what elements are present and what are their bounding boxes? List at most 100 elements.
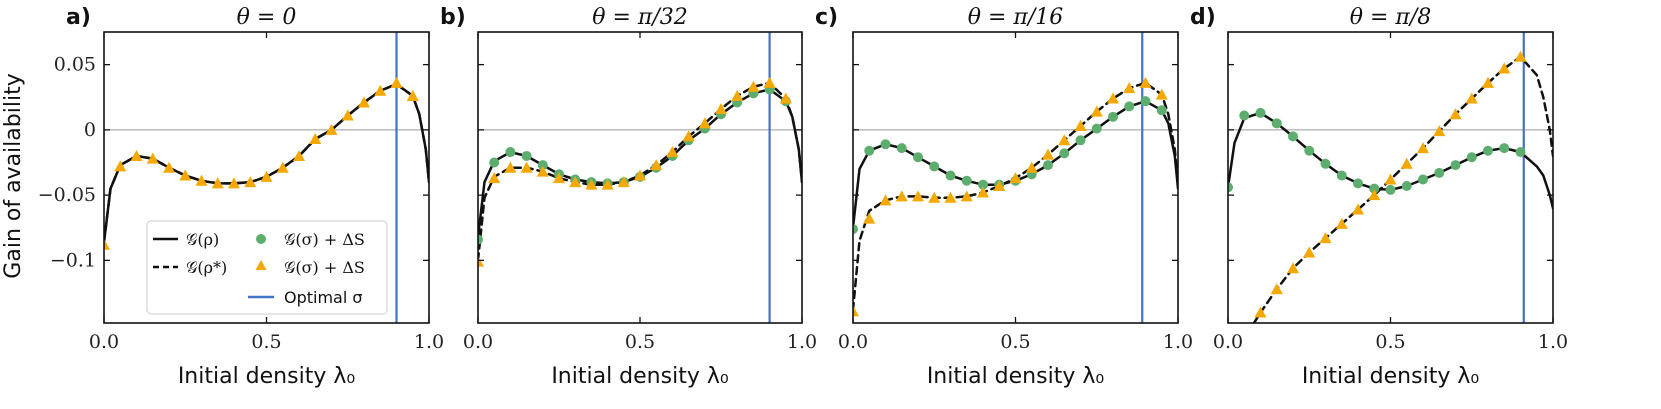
triangle-point: [130, 149, 143, 161]
circle-point: [1320, 158, 1331, 169]
circle-point: [913, 152, 923, 163]
triangle-point: [1090, 105, 1103, 117]
triangle-point: [520, 161, 533, 173]
circle-point: [1499, 143, 1510, 154]
x-tick-label: 0.5: [1000, 331, 1030, 353]
panel-title: θ = π/16: [968, 5, 1064, 30]
triangle-point: [406, 89, 419, 101]
circle-point: [1091, 123, 1102, 134]
triangle-point: [309, 133, 322, 145]
triangle-point: [912, 190, 924, 202]
circle-point: [505, 147, 516, 158]
triangle-point: [666, 146, 679, 158]
triangle-point: [650, 159, 663, 171]
panel-title: θ = π/8: [1350, 5, 1432, 30]
y-tick-label: 0: [84, 119, 96, 141]
plot-area: [478, 32, 802, 323]
triangle-point: [569, 176, 582, 188]
triangle-point: [617, 176, 630, 188]
triangle-point: [163, 161, 175, 173]
circle-point: [1239, 110, 1250, 121]
triangle-point: [146, 152, 159, 164]
panel-3: 0.0 0.5 1.0 θ = π/16 c) Initial density λ₀: [815, 5, 1193, 389]
circle-point: [1434, 167, 1445, 178]
triangle-point: [1254, 306, 1267, 318]
triangle-point: [478, 255, 484, 267]
triangle-point: [1368, 189, 1381, 201]
triangle-point: [1433, 125, 1446, 137]
x-axis-label: Initial density λ₀: [1302, 364, 1480, 389]
triangle-point: [536, 165, 549, 177]
triangle-point: [1384, 173, 1397, 185]
legend-circle-label: 𝒢(σ) + ΔS: [284, 230, 365, 249]
y-tick-label: −0.05: [38, 184, 96, 206]
circle-point: [1140, 96, 1151, 107]
legend-box: [146, 220, 388, 315]
circle-point: [1450, 160, 1461, 171]
legend-solid-label: 𝒢(ρ): [186, 230, 219, 249]
triangle-point: [1303, 246, 1316, 258]
circle-point: [1401, 180, 1412, 191]
triangle-point: [1042, 148, 1054, 160]
triangle-point: [1074, 119, 1087, 131]
circle-point: [864, 145, 875, 156]
plot-area: [1228, 32, 1553, 323]
circle-point: [1385, 184, 1396, 195]
triangle-point: [211, 177, 224, 189]
legend-circle-marker: [256, 234, 266, 244]
triangle-point: [260, 170, 273, 182]
triangle-point: [747, 80, 760, 92]
triangle-point: [863, 212, 876, 224]
triangle-point: [763, 76, 776, 88]
x-tick-label: 0.5: [251, 331, 281, 353]
triangle-point: [1287, 262, 1299, 274]
triangle-point: [1025, 161, 1038, 173]
triangle-point: [634, 169, 646, 181]
circle-point: [1228, 182, 1233, 193]
legend-vline-label: Optimal σ: [284, 288, 363, 307]
circle-point: [1075, 135, 1086, 146]
x-tick-label: 1.0: [1538, 331, 1568, 353]
plot-area: [104, 32, 429, 323]
triangle-point: [390, 76, 403, 88]
triangle-point: [1123, 82, 1136, 94]
circle-point: [1059, 148, 1070, 159]
x-tick-label: 0.5: [1375, 331, 1405, 353]
panel-2: 0.0 0.5 1.0 θ = π/32 b) Initial density λ₀: [440, 5, 817, 389]
triangle-point: [374, 84, 387, 96]
triangle-point: [1107, 92, 1119, 104]
triangle-point: [244, 176, 257, 188]
legend: 𝒢(ρ) 𝒢(ρ*) 𝒢(σ) + ΔS 𝒢(σ) + ΔS Optimal σ: [146, 220, 388, 315]
plot-area: [853, 32, 1178, 323]
x-axis-label: Initial density λ₀: [178, 364, 356, 389]
circle-point: [1124, 101, 1135, 112]
triangle-point: [358, 96, 370, 108]
triangle-point: [504, 161, 517, 173]
triangle-point: [944, 191, 957, 203]
circle-point: [853, 224, 858, 235]
triangle-point: [601, 178, 614, 190]
x-axis-label: Initial density λ₀: [927, 364, 1105, 389]
y-axis-label: Gain of availability: [1, 73, 26, 278]
triangle-point: [698, 117, 711, 129]
x-tick-label: 0.0: [838, 331, 868, 353]
circle-point: [1156, 105, 1167, 116]
circle-point: [978, 179, 988, 190]
triangle-point: [895, 190, 908, 202]
circle-point: [478, 234, 483, 245]
triangle-point: [1270, 283, 1283, 295]
circle-point: [537, 160, 548, 171]
triangle-point: [779, 92, 792, 104]
y-tick-label: 0.05: [54, 54, 96, 76]
circle-point: [1108, 111, 1118, 122]
x-tick-label: 0.0: [463, 331, 493, 353]
triangle-point: [1400, 157, 1413, 169]
series-line-solid: [853, 99, 1178, 229]
panels: 0.0 0.5 1.0 0.05 0 −0.05 −0.1 θ = 0 a) Initial de…: [38, 5, 1568, 389]
triangle-point: [1482, 76, 1494, 88]
circle-point: [929, 161, 940, 172]
triangle-point: [1155, 88, 1168, 100]
triangle-point: [1352, 203, 1364, 215]
panel-letter: a): [66, 5, 91, 30]
panel-letter: c): [815, 5, 838, 30]
